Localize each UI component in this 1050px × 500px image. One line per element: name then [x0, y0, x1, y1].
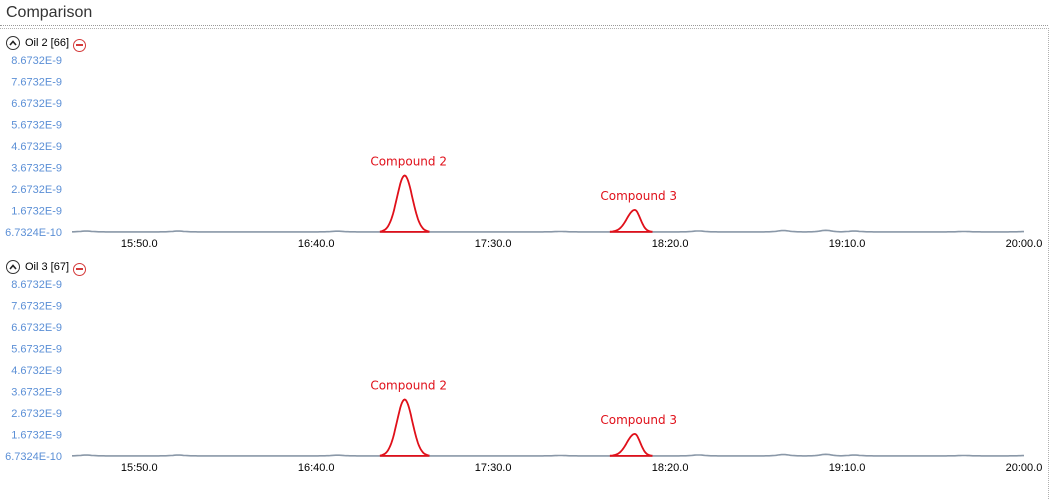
x-tick-label: 17:30.0	[475, 462, 512, 474]
y-tick-label: 7.6732E-9	[11, 301, 62, 313]
chromatogram-plot[interactable]: 8.6732E-9 7.6732E-9 6.6732E-9 5.6732E-9 4.67…	[0, 254, 1050, 476]
window-title: Comparison	[6, 4, 93, 21]
y-tick-label: 5.6732E-9	[11, 344, 62, 356]
x-tick-label: 20:00.0	[1006, 462, 1043, 474]
x-tick-label: 16:40.0	[298, 238, 335, 250]
comparison-frame	[0, 28, 1049, 499]
x-tick-label: 19:10.0	[829, 462, 866, 474]
x-tick-label: 20:00.0	[1006, 238, 1043, 250]
chromatogram-panel-oil-3: Oil 3 [67] 8.6732E-9 7.6732E-9 6.6732E-9 5.…	[0, 254, 1050, 476]
minus-circle-icon[interactable]	[73, 38, 87, 52]
y-tick-label: 1.6732E-9	[11, 430, 62, 442]
peak-curve[interactable]	[609, 432, 653, 457]
y-tick-label: 1.6732E-9	[11, 206, 62, 218]
y-tick-label: 4.6732E-9	[11, 365, 62, 377]
peak-label: Compound 2	[370, 155, 447, 169]
y-tick-label: 5.6732E-9	[11, 120, 62, 132]
panel-header: Oil 3 [67]	[6, 258, 87, 276]
y-tick-label: 7.6732E-9	[11, 77, 62, 89]
panel-title: Oil 2 [66]	[25, 37, 70, 49]
series-trace	[72, 229, 1024, 233]
y-tick-label: 6.6732E-9	[11, 322, 62, 334]
y-tick-label: 4.6732E-9	[11, 141, 62, 153]
peak-curve[interactable]	[379, 398, 430, 457]
x-tick-label: 15:50.0	[121, 462, 158, 474]
x-tick-label: 18:20.0	[652, 238, 689, 250]
peak-label: Compound 2	[370, 379, 447, 393]
y-tick-label: 6.6732E-9	[11, 98, 62, 110]
window-titlebar: Comparison	[0, 0, 1048, 26]
peak-curve[interactable]	[379, 174, 430, 233]
chevron-up-icon[interactable]	[6, 260, 20, 274]
x-tick-label: 19:10.0	[829, 238, 866, 250]
minus-circle-icon[interactable]	[73, 262, 87, 276]
chromatogram-panel-oil-2: Oil 2 [66] 8.6732E-9 7.6732E-9 6.6732E-9 5.…	[0, 30, 1050, 252]
y-tick-label: 8.6732E-9	[11, 279, 62, 291]
x-tick-label: 15:50.0	[121, 238, 158, 250]
peak-curve[interactable]	[609, 208, 653, 233]
y-tick-label: 2.6732E-9	[11, 184, 62, 196]
x-tick-label: 17:30.0	[475, 238, 512, 250]
y-tick-label: 6.7324E-10	[5, 451, 62, 463]
chromatogram-plot[interactable]: 8.6732E-9 7.6732E-9 6.6732E-9 5.6732E-9 4.67…	[0, 30, 1050, 252]
peak-label: Compound 3	[600, 413, 677, 427]
x-tick-label: 18:20.0	[652, 462, 689, 474]
y-tick-label: 6.7324E-10	[5, 227, 62, 239]
panel-header: Oil 2 [66]	[6, 34, 87, 52]
series-trace	[72, 453, 1024, 457]
y-tick-label: 8.6732E-9	[11, 55, 62, 67]
chevron-up-icon[interactable]	[6, 36, 20, 50]
peak-label: Compound 3	[600, 189, 677, 203]
y-tick-label: 3.6732E-9	[11, 163, 62, 175]
x-tick-label: 16:40.0	[298, 462, 335, 474]
panel-title: Oil 3 [67]	[25, 261, 70, 273]
y-tick-label: 3.6732E-9	[11, 387, 62, 399]
y-tick-label: 2.6732E-9	[11, 408, 62, 420]
